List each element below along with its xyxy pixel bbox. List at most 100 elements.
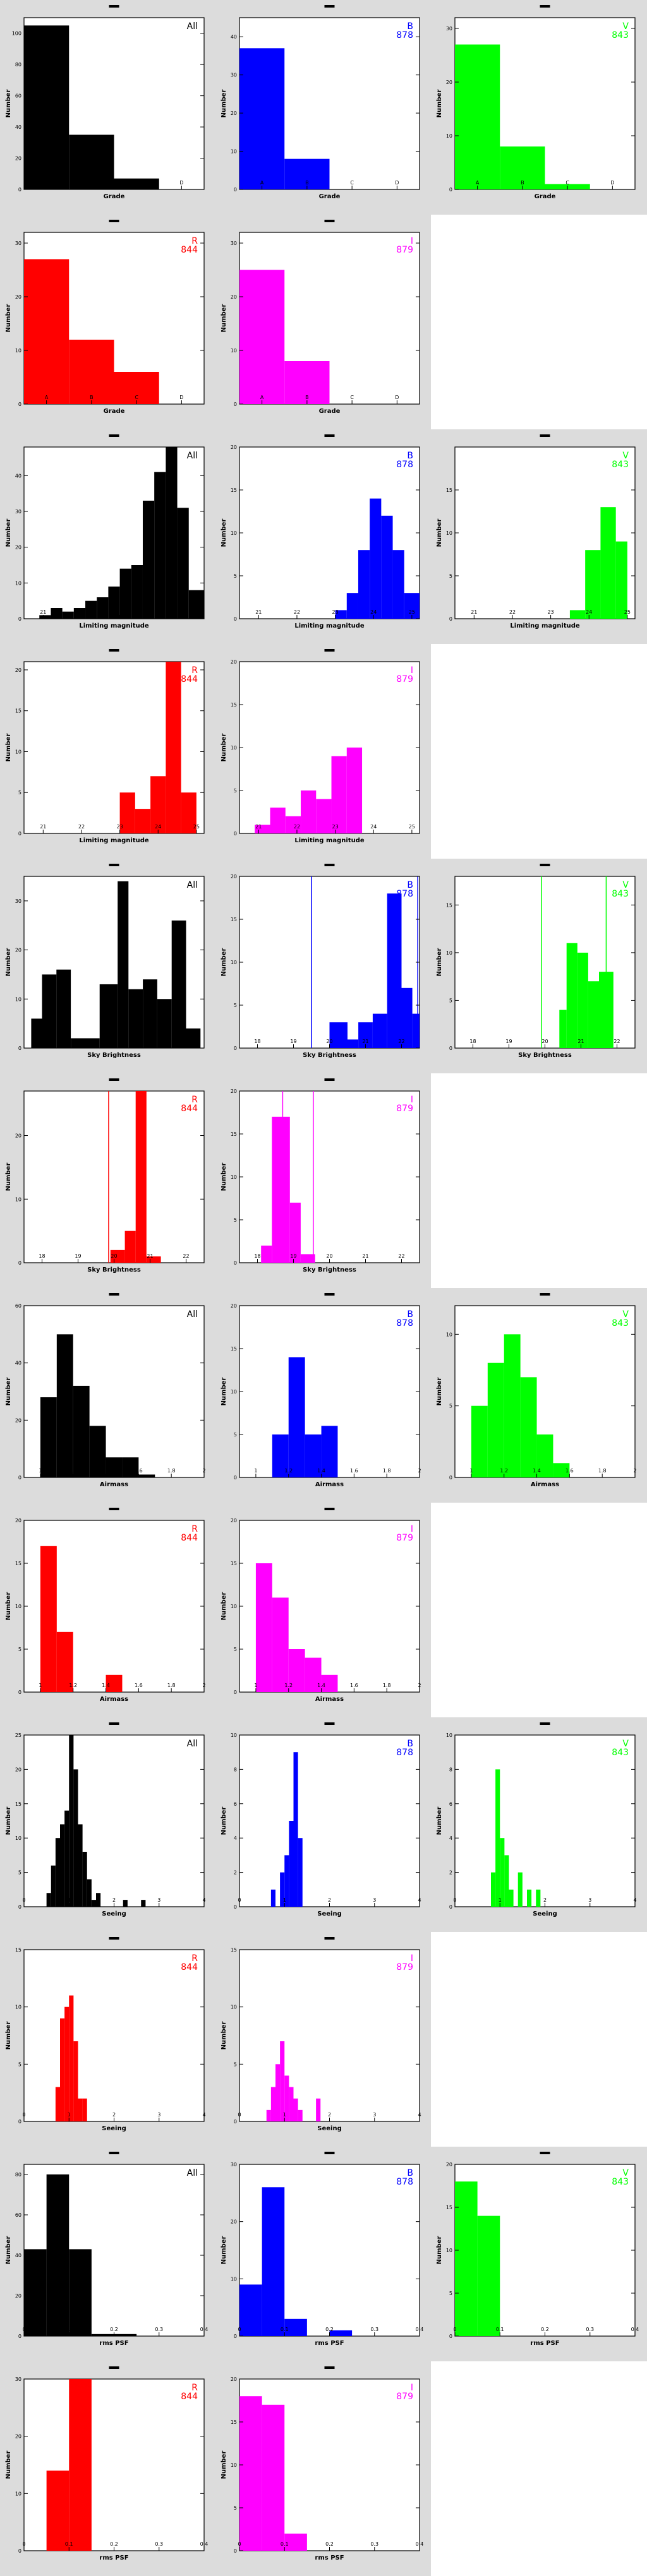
filter-label: 843 bbox=[612, 889, 629, 899]
bar bbox=[73, 1385, 90, 1477]
header-mark bbox=[324, 1078, 335, 1081]
bar bbox=[166, 447, 178, 619]
bar bbox=[56, 1334, 73, 1477]
bar bbox=[154, 472, 166, 619]
bar bbox=[321, 1674, 338, 1692]
panel-rms-psf-all: 0 20 40 60 80 0 0.1 0.2 0.3 0.4 rms PSF Number All bbox=[5, 2152, 208, 2347]
x-tick-label: 4 bbox=[633, 1897, 636, 1903]
bar bbox=[239, 2396, 262, 2551]
bar bbox=[181, 792, 197, 833]
bar bbox=[69, 2249, 92, 2336]
filter-label: All bbox=[187, 1309, 198, 1320]
bar bbox=[305, 1657, 322, 1692]
y-axis-label: Number bbox=[221, 1592, 227, 1621]
x-tick-label: 23 bbox=[117, 609, 123, 615]
x-tick-label: B bbox=[305, 180, 309, 186]
filter-label: 844 bbox=[181, 1104, 198, 1114]
x-tick-label: 1.2 bbox=[500, 1468, 508, 1474]
filter-label: 878 bbox=[396, 1318, 413, 1328]
bar bbox=[55, 2087, 60, 2121]
filter-label: 843 bbox=[612, 2177, 629, 2187]
x-axis-label: Airmass bbox=[100, 1481, 128, 1488]
filter-label: 879 bbox=[396, 245, 413, 255]
bar bbox=[321, 1426, 338, 1477]
bar bbox=[566, 943, 577, 1048]
x-tick-label: 18 bbox=[469, 1039, 476, 1044]
x-tick-label: 1.6 bbox=[350, 1468, 358, 1474]
bar bbox=[392, 550, 404, 619]
bar bbox=[135, 809, 151, 833]
bar bbox=[119, 568, 131, 619]
x-tick-label: 1.6 bbox=[135, 1468, 143, 1474]
bar bbox=[69, 340, 114, 404]
y-tick-label: 8 bbox=[449, 1767, 452, 1772]
filter-label: B bbox=[407, 880, 413, 890]
y-tick-label: 25 bbox=[15, 1732, 21, 1738]
y-tick-label: 0 bbox=[234, 831, 237, 837]
x-tick-label: 0.4 bbox=[416, 2327, 424, 2332]
y-tick-label: 0 bbox=[449, 187, 452, 193]
bar bbox=[284, 2075, 289, 2121]
panel-limiting-magnitude-i: 0 5 10 15 20 21 22 23 24 25 Limiting magnitude Numb… bbox=[221, 649, 420, 844]
filter-label: R bbox=[191, 665, 198, 676]
filter-label: 879 bbox=[396, 674, 413, 684]
y-tick-label: 0 bbox=[449, 1904, 452, 1910]
bar bbox=[504, 1334, 521, 1477]
header-mark bbox=[109, 1508, 119, 1510]
y-tick-label: 0 bbox=[18, 187, 21, 193]
y-tick-label: 0 bbox=[234, 616, 237, 622]
y-tick-label: 40 bbox=[15, 473, 21, 479]
y-axis-label: Number bbox=[5, 90, 12, 118]
bar bbox=[301, 790, 317, 833]
x-tick-label: 3 bbox=[373, 2112, 376, 2118]
y-tick-label: 5 bbox=[234, 1432, 237, 1438]
y-tick-label: 15 bbox=[15, 1947, 21, 1953]
x-tick-label: A bbox=[45, 395, 49, 400]
bar bbox=[62, 611, 74, 619]
x-tick-label: 20 bbox=[326, 1253, 332, 1259]
x-tick-label: 1 bbox=[469, 1468, 473, 1474]
bar bbox=[171, 920, 186, 1048]
y-tick-label: 40 bbox=[15, 1361, 21, 1366]
bar bbox=[495, 1769, 500, 1907]
bar bbox=[73, 608, 86, 619]
filter-label: V bbox=[622, 1739, 629, 1749]
bar bbox=[577, 952, 588, 1048]
bar bbox=[504, 1855, 509, 1907]
bar bbox=[78, 1824, 83, 1907]
bar bbox=[97, 597, 109, 619]
x-axis-label: Grade bbox=[319, 193, 341, 200]
y-tick-label: 10 bbox=[231, 149, 237, 155]
x-tick-label: 22 bbox=[509, 609, 516, 615]
bar bbox=[346, 748, 363, 833]
x-tick-label: C bbox=[350, 395, 354, 400]
y-tick-label: 0 bbox=[18, 402, 21, 407]
x-tick-label: 2 bbox=[543, 1897, 547, 1903]
bar bbox=[348, 1039, 359, 1048]
filter-label: I bbox=[411, 1953, 413, 1964]
y-axis-label: Number bbox=[436, 90, 443, 118]
x-tick-label: 2 bbox=[202, 1468, 205, 1474]
y-tick-label: 30 bbox=[15, 2376, 21, 2382]
x-tick-label: 2 bbox=[418, 1683, 421, 1688]
y-axis-label: Number bbox=[5, 519, 12, 547]
y-tick-label: 20 bbox=[231, 1518, 237, 1524]
y-tick-label: 8 bbox=[234, 1767, 237, 1772]
filter-label: R bbox=[191, 236, 198, 246]
x-tick-label: 1.8 bbox=[167, 1468, 176, 1474]
y-tick-label: 0 bbox=[18, 2334, 21, 2339]
bar bbox=[106, 1674, 123, 1692]
bar bbox=[270, 2087, 275, 2121]
x-axis-label: Grade bbox=[319, 408, 341, 415]
bar bbox=[284, 361, 330, 404]
y-tick-label: 15 bbox=[231, 487, 237, 493]
bar bbox=[329, 1022, 348, 1048]
x-tick-label: 21 bbox=[255, 609, 262, 615]
bar bbox=[298, 1838, 303, 1907]
x-tick-label: 18 bbox=[39, 1253, 45, 1259]
x-tick-label: D bbox=[179, 395, 183, 400]
